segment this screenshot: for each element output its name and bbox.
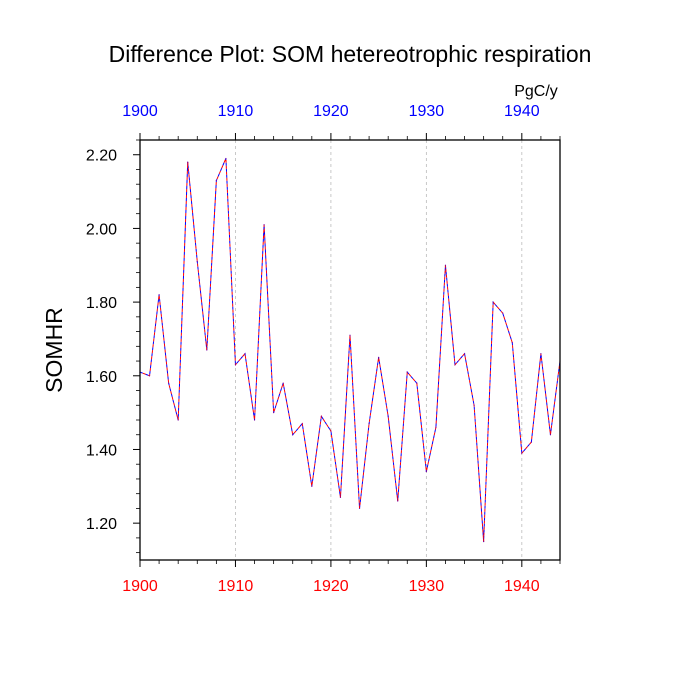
data-point (502, 312, 504, 314)
data-point (530, 441, 532, 443)
data-point (339, 496, 342, 498)
x-tick-label-top-3: 1930 (409, 103, 445, 120)
x-tick-label-bottom-0: 1900 (122, 578, 158, 595)
data-point (511, 342, 513, 344)
data-point (234, 364, 237, 366)
data-point (158, 294, 160, 296)
data-point (349, 334, 351, 336)
data-point (282, 382, 284, 384)
series-line-0-red (139, 158, 561, 542)
plot-frame (139, 139, 561, 561)
data-point (292, 434, 294, 436)
data-point (463, 353, 466, 355)
data-point (196, 260, 198, 263)
data-point (244, 353, 246, 355)
data-point (492, 301, 494, 303)
series-lines (139, 157, 561, 543)
data-point (273, 412, 275, 414)
series-line-0-blue (139, 158, 561, 542)
y-tick-label-2: 1.60 (86, 369, 117, 386)
x-tick-label-top-2: 1920 (313, 103, 349, 120)
data-point (473, 404, 475, 406)
data-point (225, 157, 227, 160)
x-tick-label-bottom-2: 1920 (313, 578, 349, 595)
data-point (378, 356, 380, 358)
y-axis-label: SOMHR (41, 307, 67, 393)
data-point (215, 179, 217, 182)
y-tick-label-4: 2.00 (86, 221, 117, 238)
data-point (368, 423, 370, 425)
x-tick-label-top-1: 1910 (218, 103, 254, 120)
grid-lines (235, 140, 523, 560)
y-tick-label-0: 1.20 (86, 516, 117, 533)
x-tick-label-top-4: 1940 (504, 103, 540, 120)
data-point (435, 426, 437, 428)
data-point (168, 382, 170, 384)
data-point (549, 434, 552, 436)
units-label: PgC/y (514, 83, 558, 100)
y-tick-label-5: 2.20 (86, 148, 117, 165)
data-point (483, 540, 485, 543)
x-tick-label-bottom-4: 1940 (504, 578, 540, 595)
data-point (187, 161, 189, 163)
data-point (425, 470, 427, 473)
data-point (406, 371, 408, 373)
x-tick-label-bottom-1: 1910 (218, 578, 254, 595)
data-point (416, 382, 418, 384)
data-point (148, 375, 151, 377)
data-point (444, 264, 447, 266)
data-point (521, 452, 523, 454)
data-point (263, 224, 265, 226)
x-tick-label-bottom-3: 1930 (409, 578, 445, 595)
data-point (540, 353, 542, 355)
data-point (397, 500, 399, 502)
data-point (301, 423, 303, 425)
data-point (358, 507, 361, 510)
data-point (320, 415, 322, 417)
data-point (387, 415, 389, 417)
data-point (311, 485, 313, 487)
data-point (177, 419, 179, 421)
data-point (206, 349, 208, 351)
y-tick-label-3: 1.80 (86, 295, 117, 312)
data-point (454, 364, 456, 366)
data-point (253, 419, 256, 421)
axes: 1900 1900 1910 1910 1920 1920 1930 1930 1940 1940… (86, 103, 561, 595)
chart-title: Difference Plot: SOM hetereotrophic resp… (109, 41, 592, 67)
y-tick-label-1: 1.40 (86, 442, 117, 459)
data-point (330, 430, 332, 432)
x-tick-label-top-0: 1900 (122, 103, 158, 120)
